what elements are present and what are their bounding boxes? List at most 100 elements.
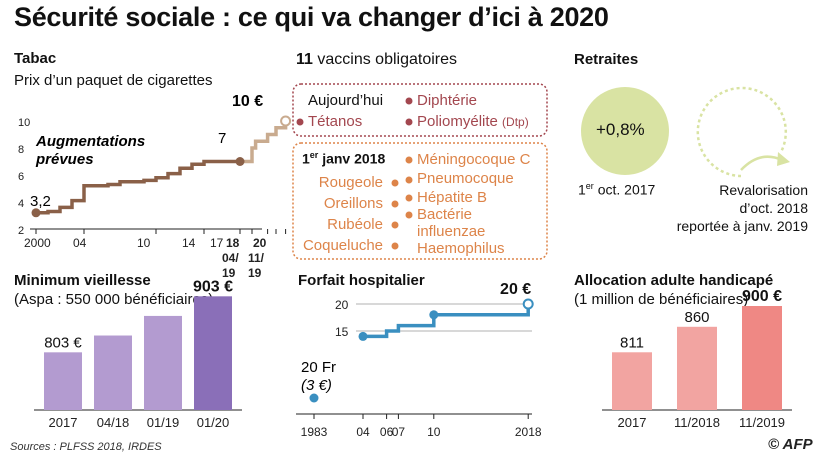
tabac-x-tick-label: 2000 xyxy=(24,236,51,250)
vaccins-new-label-day: 1 xyxy=(302,150,310,167)
forfait-y-tick: 15 xyxy=(335,325,349,339)
retraites-value: +0,8% xyxy=(596,120,645,139)
vaccin-coqueluche: Coqueluche xyxy=(302,237,383,254)
aah-bar xyxy=(612,352,652,410)
minimum-subtitle: (Aspa : 550 000 bénéficiaires) xyxy=(14,291,214,308)
forfait-x-tick-label: 06 xyxy=(380,425,394,439)
retraites-circle xyxy=(581,87,669,175)
forfait-1983-euro: (3 €) xyxy=(301,377,332,394)
tabac-x-tick-label: 17 xyxy=(210,236,224,250)
retraites-reval-line: d’oct. 2018 xyxy=(739,200,809,216)
vaccin-bullet xyxy=(296,118,304,126)
vaccins-heading: 11 vaccins obligatoires xyxy=(296,51,457,69)
vaccin-hepatite-b: Hépatite B xyxy=(417,189,488,206)
tabac-series-line xyxy=(36,159,240,215)
forfait-end-label: 20 € xyxy=(500,281,531,298)
tabac-end-point xyxy=(280,115,292,127)
tabac-now-label: 7 xyxy=(218,130,226,147)
vaccin-bullet xyxy=(405,211,413,219)
minimum-bar xyxy=(194,296,232,410)
tabac-subtitle: Prix d’un paquet de cigarettes xyxy=(14,72,213,89)
tabac-y-tick: 6 xyxy=(18,171,24,183)
vaccins-today-label: Aujourd’hui xyxy=(308,92,384,109)
vaccin-bullet xyxy=(405,194,413,202)
tabac-x-tick-label: 11/ xyxy=(248,251,265,265)
vaccins-new-label-sup: er xyxy=(309,150,319,160)
aah-value-label: 811 xyxy=(620,334,644,351)
tabac-start-label: 3,2 xyxy=(30,193,51,210)
tabac-x-tick-label: 19 xyxy=(248,266,262,280)
tabac-y-tick: 10 xyxy=(18,117,30,129)
vaccin-diphterie: Diphtérie xyxy=(417,92,478,109)
minimum-x-label: 04/18 xyxy=(97,415,130,430)
forfait-y-tick: 20 xyxy=(335,298,349,312)
forfait-series-line xyxy=(363,304,530,339)
retraites-revalorisation: Revalorisation d’oct. 2018 reportée à ja… xyxy=(677,181,808,235)
aah-bar xyxy=(742,306,782,410)
tabac-current-point xyxy=(235,157,245,166)
vaccins-today-box xyxy=(292,83,548,137)
vaccin-poliomyelite: Poliomyélite (Dtp) xyxy=(417,113,529,130)
retraites-heading: Retraites xyxy=(574,51,639,68)
vaccin-bullet xyxy=(405,156,413,164)
vaccin-bullet xyxy=(391,200,399,208)
vaccins-new-label: 1er janv 2018 xyxy=(302,150,385,167)
vaccins-heading-text: vaccins obligatoires xyxy=(317,51,457,68)
aah-bar xyxy=(677,326,717,410)
vaccin-dtp-suffix: (Dtp) xyxy=(502,115,529,129)
minimum-value-label: 803 € xyxy=(44,334,82,351)
vaccin-pneumocoque: Pneumocoque xyxy=(417,170,514,187)
tabac-x-tick-label: 18 xyxy=(226,236,240,250)
retraites-reval-line: Revalorisation xyxy=(719,182,808,198)
aah-value-label: 900 € xyxy=(742,288,782,305)
retraites-date1-sup: er xyxy=(585,181,594,191)
vaccin-tetanos: Tétanos xyxy=(308,113,363,130)
aah-value-label: 860 xyxy=(684,309,709,326)
forfait-end-point xyxy=(522,298,534,310)
tabac-x-tick-label: 10 xyxy=(137,236,151,250)
forfait-x-tick-label: 1983 xyxy=(301,425,328,439)
aah-x-label: 11/2018 xyxy=(674,415,720,430)
tabac-x-tick-label: 19 xyxy=(222,266,236,280)
minimum-value-label: 903 € xyxy=(193,278,233,295)
forfait-x-tick-label: 04 xyxy=(356,425,370,439)
minimum-heading: Minimum vieillesse xyxy=(14,272,151,289)
retraites-dashed-circle xyxy=(696,86,788,178)
minimum-bar xyxy=(144,315,182,410)
forfait-heading: Forfait hospitalier xyxy=(298,272,425,289)
vaccin-bullet xyxy=(405,176,413,184)
retraites-arrowhead xyxy=(777,152,790,166)
tabac-annotation-line2: prévues xyxy=(35,151,94,168)
tabac-y-tick: 8 xyxy=(18,144,24,156)
afp-credit: © AFP xyxy=(768,436,813,453)
vaccin-haemophilus: Haemophilus xyxy=(417,240,505,257)
aah-x-label: 2017 xyxy=(618,415,647,430)
aah-x-label: 11/2019 xyxy=(739,415,785,430)
vaccin-bullet xyxy=(405,118,413,126)
retraites-reval-line: reportée à janv. 2019 xyxy=(676,218,808,234)
tabac-annotation-line1: Augmentations xyxy=(35,133,145,150)
minimum-bar xyxy=(94,335,132,410)
vaccin-rubeole: Rubéole xyxy=(327,216,383,233)
retraites-date1-day: 1 xyxy=(578,181,586,198)
tabac-x-tick-label: 04 xyxy=(73,236,87,250)
vaccins-new-label-date: janv 2018 xyxy=(322,150,386,167)
tabac-x-tick-label: 20 xyxy=(253,236,267,250)
forfait-x-tick-label: 2018 xyxy=(515,425,542,439)
aah-subtitle: (1 million de bénéficiaires) xyxy=(574,291,749,308)
vaccin-meningocoque: Méningocoque C xyxy=(417,151,531,168)
aah-heading: Allocation adulte handicapé xyxy=(574,272,774,289)
tabac-x-tick-label: 14 xyxy=(182,236,196,250)
vaccin-bullet xyxy=(391,242,399,250)
vaccin-poliomyelite-name: Poliomyélite xyxy=(417,113,498,130)
vaccin-rougeole: Rougeole xyxy=(318,174,383,191)
tabac-end-label: 10 € xyxy=(232,93,263,110)
page-title: Sécurité sociale : ce qui va changer d’i… xyxy=(14,2,609,32)
forfait-point xyxy=(358,331,368,341)
retraites-date1-text: oct. 2017 xyxy=(597,181,656,198)
tabac-y-tick: 4 xyxy=(18,198,24,210)
